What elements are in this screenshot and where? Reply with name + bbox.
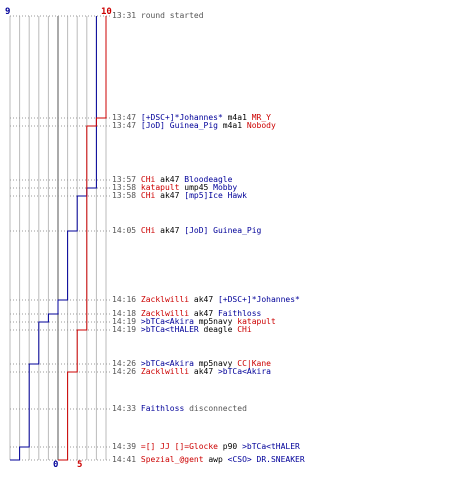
bottom-red-count-label: 5 <box>77 460 83 470</box>
event-weapon: mp5navy <box>193 359 238 368</box>
player-name: MR_Y <box>251 113 271 122</box>
event-time: 13:47 <box>112 113 141 122</box>
event-time: 14:41 <box>112 455 141 464</box>
player-name: Mobby <box>213 183 238 192</box>
event-weapon: ak47 <box>189 309 218 318</box>
event-weapon: m4a1 <box>217 121 247 130</box>
event-row: 13:31 round started <box>112 11 204 21</box>
player-name: [JoD] Guinea_Pig <box>140 121 218 130</box>
player-name: CHi <box>140 226 156 235</box>
event-weapon: deagle <box>198 325 238 334</box>
event-time: 13:58 <box>112 191 141 200</box>
player-name: Zacklwilli <box>140 295 190 304</box>
event-time: 14:39 <box>112 442 141 451</box>
event-message: round started <box>140 11 204 20</box>
event-row: 14:39 =[] JJ []=Glocke p90 >bTCa<tHALER <box>112 442 300 452</box>
event-weapon: awp <box>203 455 228 464</box>
event-message: disconnected <box>184 404 247 413</box>
player-name: katapult <box>237 317 276 326</box>
player-name: >bTCa<tHALER <box>242 442 300 451</box>
player-name: CHi <box>140 175 156 184</box>
event-time: 13:57 <box>112 175 141 184</box>
event-time: 13:47 <box>112 121 141 130</box>
event-row: 14:16 Zacklwilli ak47 [+DSC+]*Johannes* <box>112 295 300 305</box>
event-time: 13:58 <box>112 183 141 192</box>
player-name: [JoD] Guinea_Pig <box>184 226 262 235</box>
top-red-count-label: 10 <box>101 7 112 17</box>
player-name: >bTCa<tHALER <box>140 325 199 334</box>
player-name: [+DSC+]*Johannes* <box>140 113 223 122</box>
event-row: 14:26 Zacklwilli ak47 >bTCa<Akira <box>112 367 271 377</box>
player-name: CHi <box>237 325 252 334</box>
player-name: Faithloss <box>217 309 262 318</box>
player-name: Nobody <box>246 121 276 130</box>
event-weapon: ak47 <box>155 191 185 200</box>
player-name: Zacklwilli <box>140 367 190 376</box>
top-blue-count-label: 9 <box>5 7 11 17</box>
bottom-blue-count-label: 0 <box>53 460 59 470</box>
red-team-line <box>58 16 107 461</box>
event-time: 14:18 <box>112 309 141 318</box>
event-row: 14:33 Faithloss disconnected <box>112 404 247 414</box>
event-weapon: mp5navy <box>193 317 238 326</box>
event-time: 14:16 <box>112 295 141 304</box>
event-weapon: ak47 <box>189 295 218 304</box>
event-row: 14:05 CHi ak47 [JoD] Guinea_Pig <box>112 226 261 236</box>
event-time: 14:26 <box>112 359 141 368</box>
event-weapon: ak47 <box>155 226 185 235</box>
player-name: Faithloss <box>140 404 185 413</box>
event-row: 14:26 >bTCa<Akira mp5navy CC|Kane <box>112 359 271 369</box>
event-row: 14:19 >bTCa<tHALER deagle CHi <box>112 325 252 335</box>
event-time: 14:19 <box>112 317 141 326</box>
player-name: CHi <box>140 191 156 200</box>
player-name: Zacklwilli <box>140 309 190 318</box>
player-name: CC|Kane <box>237 359 271 368</box>
event-row: 13:58 katapult ump45 Mobby <box>112 183 237 193</box>
player-name: [mp5]Ice Hawk <box>184 191 247 200</box>
event-row: 14:19 >bTCa<Akira mp5navy katapult <box>112 317 276 327</box>
player-name: >bTCa<Akira <box>140 359 194 368</box>
event-time: 13:31 <box>112 11 141 20</box>
player-name: >bTCa<Akira <box>217 367 271 376</box>
player-name: <CSO> DR.SNEAKER <box>227 455 305 464</box>
player-name: [+DSC+]*Johannes* <box>217 295 300 304</box>
player-name: =[] JJ []=Glocke <box>140 442 218 451</box>
event-row: 13:58 CHi ak47 [mp5]Ice Hawk <box>112 191 247 201</box>
event-row: 13:47 [+DSC+]*Johannes* m4a1 MR_Y <box>112 113 271 123</box>
event-time: 14:05 <box>112 226 141 235</box>
event-weapon: ak47 <box>155 175 185 184</box>
event-row: 14:18 Zacklwilli ak47 Faithloss <box>112 309 261 319</box>
event-row: 13:47 [JoD] Guinea_Pig m4a1 Nobody <box>112 121 276 131</box>
event-weapon: m4a1 <box>222 113 252 122</box>
player-name: katapult <box>140 183 180 192</box>
event-time: 14:26 <box>112 367 141 376</box>
event-weapon: ump45 <box>179 183 214 192</box>
player-name: Spezial_@gent <box>140 455 204 464</box>
event-time: 14:33 <box>112 404 141 413</box>
event-row: 14:41 Spezial_@gent awp <CSO> DR.SNEAKER <box>112 455 305 465</box>
player-name: Bloodeagle <box>184 175 233 184</box>
event-weapon: ak47 <box>189 367 218 376</box>
player-name: >bTCa<Akira <box>140 317 194 326</box>
event-time: 14:19 <box>112 325 141 334</box>
event-row: 13:57 CHi ak47 Bloodeagle <box>112 175 232 185</box>
event-weapon: p90 <box>217 442 243 451</box>
